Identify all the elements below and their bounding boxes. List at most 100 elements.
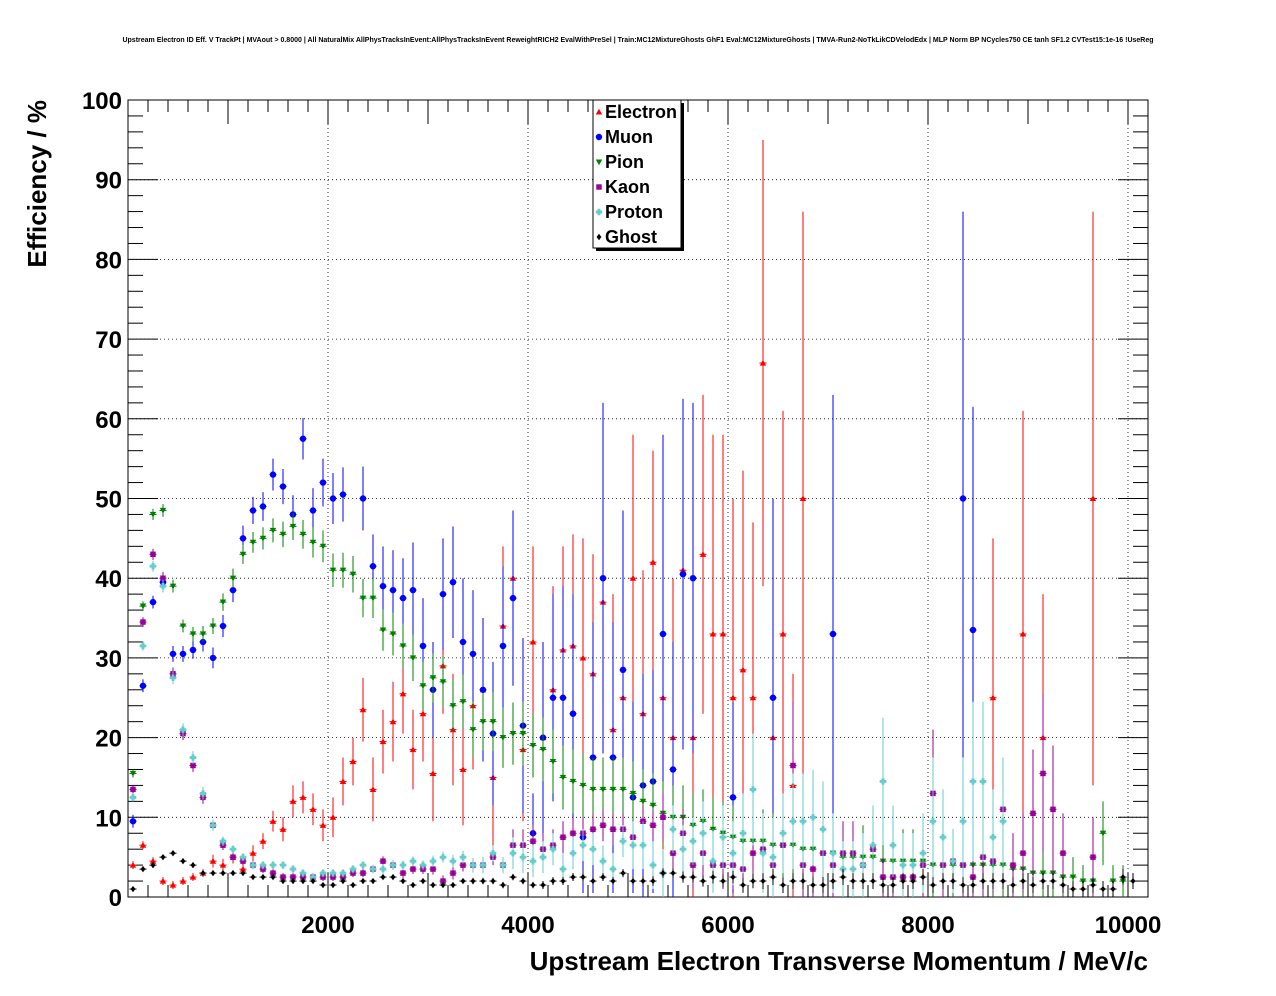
data-point [250,873,256,881]
data-point [1120,873,1126,881]
data-point [139,642,147,650]
data-point [999,818,1007,825]
data-point [1010,881,1016,889]
data-point [650,822,656,828]
data-point [289,865,297,873]
data-point [779,830,787,837]
data-point [139,603,147,610]
data-point [610,826,616,832]
data-point [709,857,717,865]
data-point [819,826,827,833]
x-tick-label: 2000 [301,912,354,939]
data-point [1050,877,1056,885]
data-point [140,619,146,625]
data-point [920,873,926,881]
data-point [439,679,447,686]
data-point [129,770,137,777]
data-point [670,850,676,856]
data-point [750,850,756,856]
chart-title: Upstream Electron ID Eff. V TrackPt | MV… [122,37,1153,44]
data-point [969,626,977,634]
data-point [1040,770,1046,777]
data-point [339,778,347,784]
data-point [160,575,166,581]
data-point [229,845,237,853]
data-point [609,865,617,873]
data-point [399,861,407,869]
data-point [780,881,786,889]
data-point [480,877,486,885]
data-point [740,881,746,889]
data-point [309,507,317,514]
data-point [239,551,247,558]
grid [128,100,1148,897]
data-point [1090,881,1096,889]
data-point [349,571,357,578]
data-point [559,865,567,873]
data-point [150,551,156,558]
data-point [1019,630,1027,637]
data-point [540,881,546,889]
x-tick-label: 8000 [901,912,954,939]
data-point [500,881,506,889]
x-tick-label: 6000 [701,912,754,939]
data-point [970,874,976,880]
data-point [370,877,376,885]
data-point [189,873,197,880]
data-point [169,650,177,658]
data-point [339,491,347,498]
legend-marker [596,184,602,190]
data-point [930,881,936,889]
y-axis-label: Efficiency / % [22,100,52,268]
data-point [179,650,187,658]
data-point [459,766,467,773]
data-point [269,818,277,824]
data-point [430,866,436,872]
legend-label: Ghost [605,227,657,247]
data-point [869,841,877,849]
data-point [399,594,407,602]
data-point [320,881,326,889]
data-point [460,862,466,868]
data-point [720,877,726,885]
data-point [1099,830,1107,837]
data-point [219,622,227,630]
data-point [389,631,397,638]
series-ghost [129,849,1137,897]
data-point [249,507,257,514]
data-point [230,869,236,877]
y-tick-label: 40 [95,566,122,593]
data-point [380,873,386,881]
data-point [499,861,507,869]
data-point [530,838,536,844]
data-point [299,531,307,538]
data-point [149,511,157,518]
data-point [580,873,586,881]
data-point [820,881,826,889]
data-point [360,877,366,885]
data-point [749,786,757,793]
data-point [149,563,157,570]
data-point [660,869,666,877]
data-point [380,858,386,864]
data-point [280,874,286,880]
data-point [739,666,747,673]
data-point [990,877,996,885]
data-point [620,869,626,877]
data-point [259,535,267,542]
data-point [760,877,766,885]
data-point [329,495,337,502]
data-point [709,630,717,637]
data-point [529,857,537,865]
data-point [159,507,167,514]
data-point [259,838,267,844]
data-point [1000,877,1006,885]
data-point [589,845,597,853]
data-point [340,877,346,885]
data-point [970,881,976,889]
data-point [160,853,166,861]
y-tick-label: 20 [95,726,122,753]
data-point [749,694,757,701]
data-point [530,881,536,889]
data-point [579,841,587,849]
